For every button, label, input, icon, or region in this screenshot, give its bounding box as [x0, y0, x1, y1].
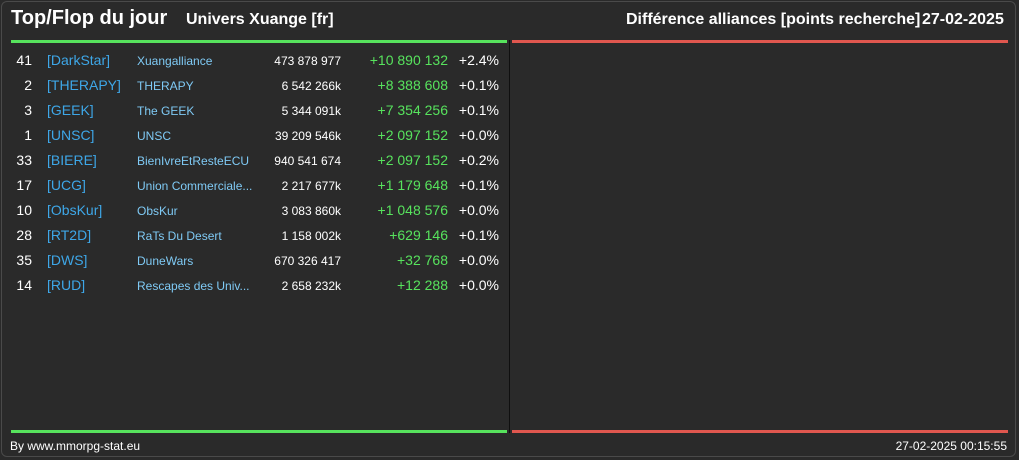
table-row: 17 [UCG] Union Commerciale... 2 217 677k +1 … — [0, 174, 509, 199]
row-rank: 14 — [16, 277, 32, 293]
row-delta: +2 097 152 — [377, 127, 448, 143]
alliance-name-link[interactable]: THERAPY — [137, 79, 194, 93]
row-points: 940 541 674 — [274, 154, 341, 168]
top-gainers-bar — [11, 40, 507, 43]
row-percent: +0.0% — [458, 277, 499, 293]
row-rank: 1 — [24, 127, 32, 143]
row-delta: +10 890 132 — [369, 52, 448, 68]
row-rank: 33 — [16, 152, 32, 168]
alliance-tag-link[interactable]: [RUD] — [47, 277, 86, 293]
row-delta: +7 354 256 — [377, 102, 448, 118]
alliance-name-link[interactable]: Rescapes des Univ... — [137, 279, 250, 293]
row-points: 2 217 677k — [281, 179, 341, 193]
table-row: 10 [ObsKur] ObsKur 3 083 860k +1 048 576 +0.0… — [0, 199, 509, 224]
row-percent: +0.1% — [458, 177, 499, 193]
bottom-gainers-bar — [11, 430, 507, 433]
row-percent: +2.4% — [458, 52, 499, 68]
row-points: 2 658 232k — [281, 279, 341, 293]
row-percent: +0.0% — [458, 202, 499, 218]
row-delta: +8 388 608 — [377, 77, 448, 93]
alliance-name-link[interactable]: UNSC — [137, 129, 172, 143]
row-delta: +2 097 152 — [377, 152, 448, 168]
alliance-name-link[interactable]: The GEEK — [137, 104, 195, 118]
table-row: 1 [UNSC] UNSC 39 209 546k +2 097 152 +0.0% — [0, 124, 509, 149]
table-row: 28 [RT2D] RaTs Du Desert 1 158 002k +629 146… — [0, 224, 509, 249]
row-points: 6 542 266k — [281, 79, 341, 93]
alliance-tag-link[interactable]: [THERAPY] — [47, 77, 121, 93]
row-rank: 35 — [16, 252, 32, 268]
row-percent: +0.0% — [458, 127, 499, 143]
row-delta: +629 146 — [389, 227, 448, 243]
row-points: 3 083 860k — [281, 204, 341, 218]
table-row: 2 [THERAPY] THERAPY 6 542 266k +8 388 608 +0.… — [0, 74, 509, 99]
alliance-tag-link[interactable]: [DarkStar] — [47, 52, 111, 68]
site-credit: By www.mmorpg-stat.eu — [10, 439, 141, 453]
alliance-tag-link[interactable]: [GEEK] — [47, 102, 94, 118]
table-row: 14 [RUD] Rescapes des Univ... 2 658 232k +12… — [0, 274, 509, 299]
row-percent: +0.2% — [458, 152, 499, 168]
row-percent: +0.0% — [458, 252, 499, 268]
row-delta: +32 768 — [397, 252, 448, 268]
universe-label: Univers Xuange [fr] — [186, 11, 334, 28]
row-rank: 41 — [16, 52, 32, 68]
row-percent: +0.1% — [458, 227, 499, 243]
column-divider — [509, 40, 510, 433]
row-percent: +0.1% — [458, 102, 499, 118]
alliance-tag-link[interactable]: [BIERE] — [47, 152, 97, 168]
alliance-tag-link[interactable]: [ObsKur] — [47, 202, 103, 218]
table-row: 33 [BIERE] BienIvreEtResteECU 940 541 674 +2… — [0, 149, 509, 174]
table-row: 41 [DarkStar] Xuangalliance 473 878 977 +10 … — [0, 49, 509, 74]
row-points: 1 158 002k — [281, 229, 341, 243]
bottom-losers-bar — [512, 430, 1008, 433]
row-rank: 2 — [24, 77, 32, 93]
alliance-name-link[interactable]: DuneWars — [137, 254, 194, 268]
page-title: Top/Flop du jour — [11, 7, 168, 29]
row-rank: 28 — [16, 227, 32, 243]
alliance-tag-link[interactable]: [RT2D] — [47, 227, 92, 243]
table-row: 3 [GEEK] The GEEK 5 344 091k +7 354 256 +0.1% — [0, 99, 509, 124]
row-rank: 17 — [16, 177, 32, 193]
alliance-name-link[interactable]: RaTs Du Desert — [137, 229, 222, 243]
row-points: 39 209 546k — [274, 129, 341, 143]
top-losers-bar — [512, 40, 1008, 43]
alliance-tag-link[interactable]: [UNSC] — [47, 127, 95, 143]
header: Top/Flop du jour Univers Xuange [fr] Dif… — [0, 0, 1019, 38]
alliance-tag-link[interactable]: [UCG] — [47, 177, 86, 193]
row-points: 670 326 417 — [274, 254, 341, 268]
table-row: 35 [DWS] DuneWars 670 326 417 +32 768 +0.0% — [0, 249, 509, 274]
row-delta: +12 288 — [397, 277, 448, 293]
row-delta: +1 179 648 — [377, 177, 448, 193]
alliance-tag-link[interactable]: [DWS] — [47, 252, 88, 268]
row-percent: +0.1% — [458, 77, 499, 93]
alliance-name-link[interactable]: Xuangalliance — [137, 54, 213, 68]
alliance-name-link[interactable]: Union Commerciale... — [137, 179, 253, 193]
row-points: 473 878 977 — [274, 54, 341, 68]
header-date: 27-02-2025 — [922, 11, 1004, 28]
row-rank: 3 — [24, 102, 32, 118]
row-delta: +1 048 576 — [377, 202, 448, 218]
row-points: 5 344 091k — [281, 104, 341, 118]
alliance-name-link[interactable]: ObsKur — [137, 204, 178, 218]
alliance-name-link[interactable]: BienIvreEtResteECU — [137, 154, 250, 168]
footer-timestamp: 27-02-2025 00:15:55 — [895, 439, 1007, 453]
row-rank: 10 — [16, 202, 32, 218]
ranking-subtitle: Différence alliances [points recherche] — [626, 11, 921, 28]
